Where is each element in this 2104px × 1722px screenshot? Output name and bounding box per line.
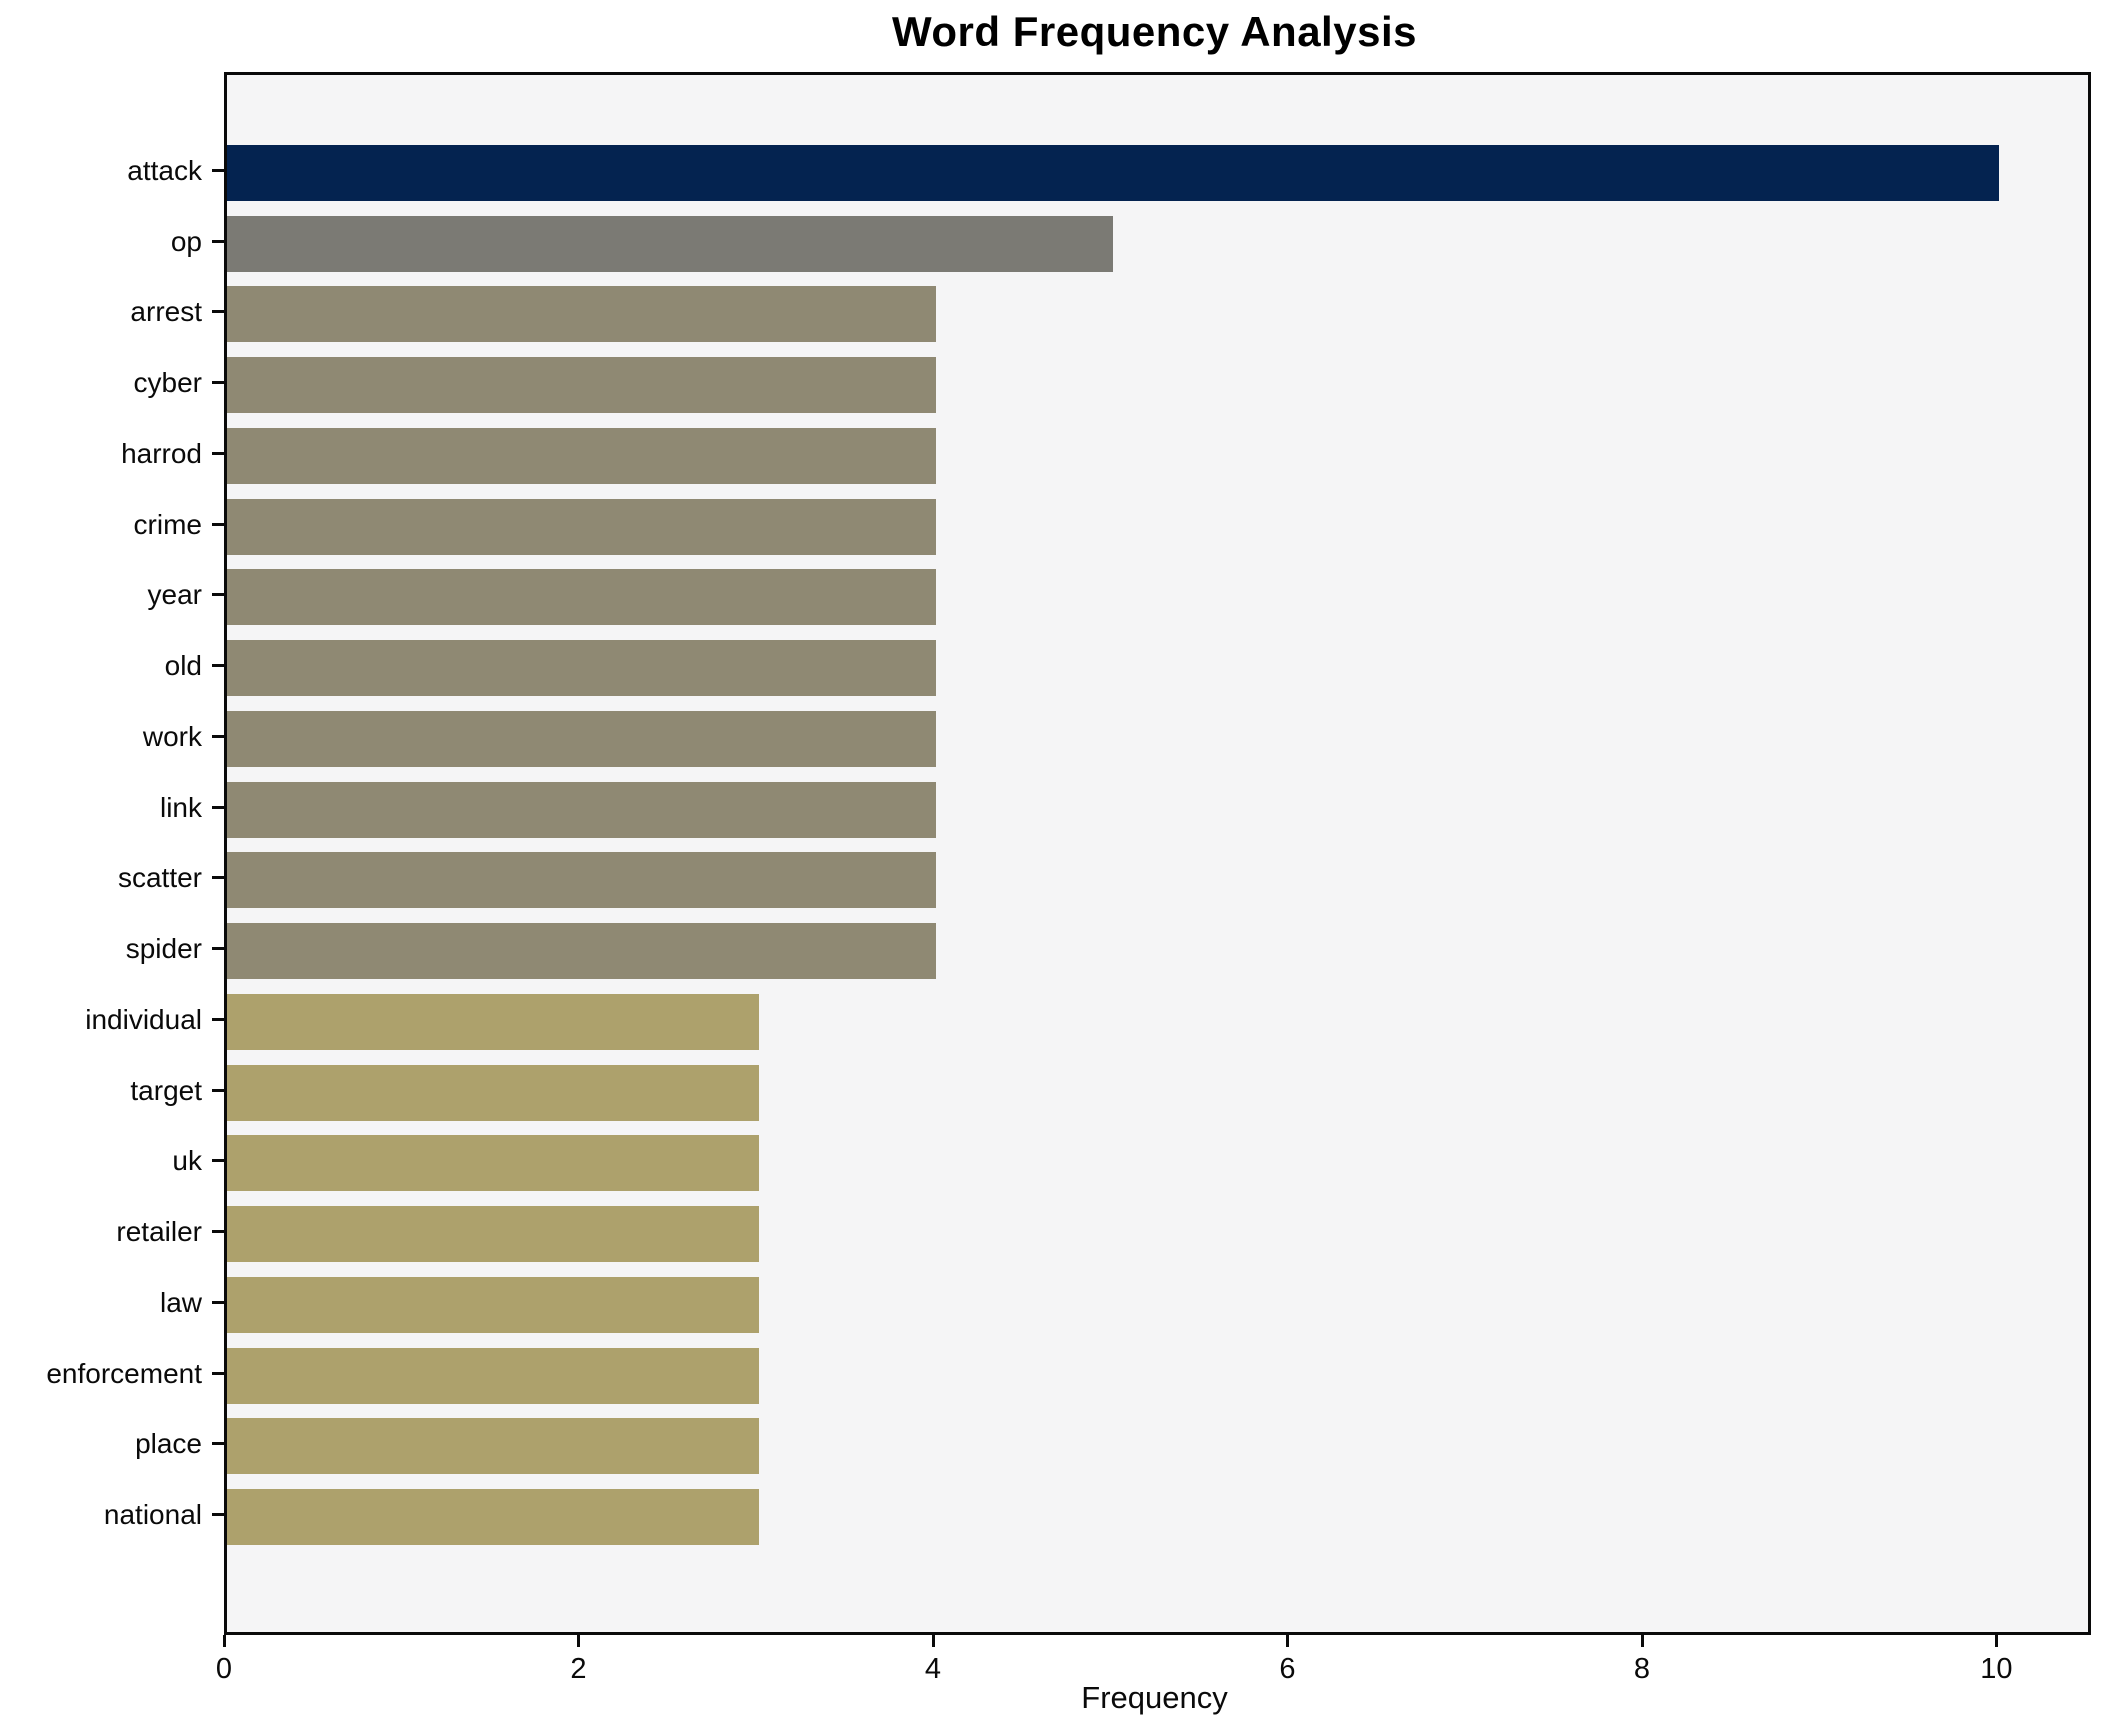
y-tick-mark — [212, 876, 224, 880]
y-tick-label-link: link — [159, 791, 202, 823]
y-tick-mark — [212, 522, 224, 526]
y-tick-mark — [212, 1159, 224, 1163]
x-tick-mark — [223, 1635, 226, 1647]
bar-retailer — [227, 1206, 759, 1263]
y-tick-mark — [212, 1088, 224, 1092]
x-tick-label-4: 4 — [924, 1653, 942, 1685]
y-tick-mark — [212, 664, 224, 668]
plot-area — [224, 72, 2091, 1635]
x-tick-label-8: 8 — [1633, 1653, 1650, 1685]
bar-law — [227, 1276, 759, 1333]
bar-target — [227, 1064, 759, 1121]
y-tick-label-national: national — [103, 1499, 202, 1531]
y-tick-mark — [212, 239, 224, 243]
y-tick-label-harrod: harrod — [121, 437, 202, 469]
y-tick-label-individual: individual — [85, 1003, 202, 1035]
x-tick-label-0: 0 — [215, 1653, 233, 1685]
y-tick-mark — [212, 1442, 224, 1446]
y-tick-mark — [212, 734, 224, 738]
y-tick-label-work: work — [142, 720, 202, 752]
y-tick-label-old: old — [164, 650, 202, 682]
y-tick-label-scatter: scatter — [117, 862, 202, 894]
y-tick-label-arrest: arrest — [130, 296, 202, 328]
x-tick-mark — [1286, 1635, 1290, 1647]
bar-op — [227, 215, 1114, 272]
y-tick-mark — [212, 1017, 224, 1021]
x-tick-mark — [1995, 1635, 1999, 1647]
y-tick-mark — [212, 451, 224, 455]
x-tick-label-10: 10 — [1980, 1653, 2013, 1685]
y-tick-mark — [212, 1513, 224, 1517]
bar-work — [227, 710, 936, 767]
y-tick-mark — [212, 310, 224, 314]
bar-spider — [227, 923, 936, 980]
chart-title: Word Frequency Analysis — [892, 8, 1417, 55]
x-axis-label: Frequency — [1081, 1680, 1228, 1715]
y-tick-mark — [212, 947, 224, 951]
y-tick-mark — [212, 1300, 224, 1304]
y-tick-label-place: place — [135, 1428, 202, 1460]
x-tick-mark — [931, 1635, 935, 1647]
bar-place — [227, 1418, 759, 1475]
x-tick-mark — [1640, 1635, 1644, 1647]
x-tick-label-6: 6 — [1279, 1653, 1296, 1685]
bar-uk — [227, 1135, 759, 1192]
x-tick-mark — [577, 1635, 581, 1647]
y-tick-mark — [212, 1230, 224, 1234]
bar-year — [227, 569, 936, 626]
y-tick-label-target: target — [130, 1074, 202, 1106]
bar-link — [227, 781, 936, 838]
y-tick-label-law: law — [159, 1286, 202, 1318]
y-tick-label-cyber: cyber — [133, 367, 202, 399]
y-tick-label-enforcement: enforcement — [46, 1357, 202, 1389]
y-tick-label-attack: attack — [127, 155, 202, 186]
y-tick-label-op: op — [170, 225, 202, 257]
bar-arrest — [227, 286, 936, 343]
bar-cyber — [227, 357, 936, 414]
bar-enforcement — [227, 1347, 759, 1404]
bar-individual — [227, 993, 759, 1050]
y-tick-mark — [212, 169, 224, 172]
bar-crime — [227, 498, 936, 555]
y-tick-label-uk: uk — [172, 1145, 202, 1177]
bar-national — [227, 1489, 759, 1546]
bar-scatter — [227, 852, 936, 909]
bar-old — [227, 640, 936, 697]
y-tick-mark — [212, 593, 224, 597]
y-tick-mark — [212, 805, 224, 809]
y-tick-label-year: year — [147, 579, 202, 611]
y-tick-label-crime: crime — [133, 508, 202, 540]
bar-harrod — [227, 427, 936, 484]
y-tick-mark — [212, 1371, 224, 1375]
bar-attack — [227, 145, 2000, 201]
x-tick-label-2: 2 — [570, 1653, 587, 1685]
y-tick-mark — [212, 381, 224, 385]
y-tick-label-spider: spider — [125, 933, 202, 965]
y-tick-label-retailer: retailer — [116, 1216, 202, 1248]
